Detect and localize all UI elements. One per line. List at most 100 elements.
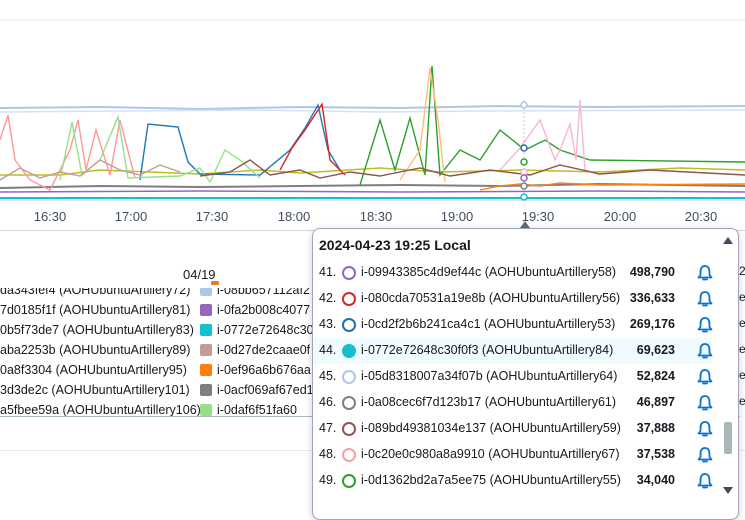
series-name: i-0cd2f2b6b241ca4c1 (AOHUbuntuArtillery5… [361,317,616,331]
series-value: 37,888 [636,421,675,435]
series-value: 52,824 [636,369,675,383]
chart-legend: da343fef4 (AOHUbuntuArtillery72) 7d0185f1… [0,288,745,418]
series-color-icon [342,266,356,280]
series-color-icon [342,292,356,306]
series-line [0,109,745,113]
series-value: 37,538 [636,447,675,461]
legend-label: a5fbee59a (AOHUbuntuArtillery106) [0,403,201,417]
clipped-legend-text: e [739,394,745,408]
bell-icon[interactable] [696,368,714,386]
legend-item[interactable]: 0b5f73de7 (AOHUbuntuArtillery83) [0,322,194,338]
series-line [0,104,745,111]
legend-item[interactable]: i-08bb657112af2 [200,288,310,298]
series-name: i-080cda70531a19e8b (AOHUbuntuArtillery5… [361,291,621,305]
x-tick-label: 17:00 [114,209,148,224]
bell-icon[interactable] [696,342,714,360]
legend-item[interactable]: 0a8f3304 (AOHUbuntuArtillery95) [0,362,187,378]
legend-swatch [200,364,212,376]
row-index: 48. [319,447,337,461]
legend-item[interactable]: 7d0185f1f (AOHUbuntuArtillery81) [0,302,190,318]
clipped-legend-text: 2 [739,264,745,278]
series-line [399,67,446,183]
popover-row[interactable]: 42. i-080cda70531a19e8b (AOHUbuntuArtille… [313,286,714,312]
bell-icon[interactable] [696,472,714,490]
series-name: i-05d8318007a34f07b (AOHUbuntuArtillery6… [361,369,618,383]
row-index: 46. [319,395,337,409]
series-value: 69,623 [636,343,675,357]
legend-swatch [200,304,212,316]
timeline-handle[interactable] [211,281,219,285]
legend-label: i-0d27de2caae0f [217,343,311,357]
series-name: i-09943385c4d9ef44c (AOHUbuntuArtillery5… [361,265,617,279]
popover-row[interactable]: 48. i-0c20e0c980a8a9910 (AOHUbuntuArtille… [313,442,714,468]
popover-row[interactable]: 43. i-0cd2f2b6b241ca4c1 (AOHUbuntuArtille… [313,312,714,338]
legend-item[interactable]: i-0ef96a6b676aa [200,362,311,378]
legend-label: aba2253b (AOHUbuntuArtillery89) [0,343,191,357]
scroll-up-arrow[interactable] [723,237,733,244]
popover-row[interactable]: 47. i-089bd49381034e137 (AOHUbuntuArtille… [313,416,714,442]
series-name: i-0d1362bd2a7a5ee75 (AOHUbuntuArtillery5… [361,473,621,487]
series-value: 269,176 [629,317,675,331]
x-tick-label: 19:30 [521,209,555,224]
legend-item[interactable]: a5fbee59a (AOHUbuntuArtillery106) [0,402,201,418]
clipped-legend-text: e [739,368,745,382]
legend-item[interactable]: 3d3de2c (AOHUbuntuArtillery101) [0,382,190,398]
legend-swatch [200,384,212,396]
popover-arrow [520,221,530,228]
series-line [479,182,745,191]
legend-label: i-08bb657112af2 [217,288,310,297]
bell-icon[interactable] [696,420,714,438]
datapoint-popover[interactable]: 2024-04-23 19:25 Local 41. i-09943385c4d9… [312,228,739,520]
timeline-date-label: 04/19 [183,267,216,282]
metrics-line-chart[interactable] [0,0,745,205]
legend-item[interactable]: i-0772e72648c30 [200,322,314,338]
popover-title: 2024-04-23 19:25 Local [319,237,471,253]
popover-row[interactable]: 41. i-09943385c4d9ef44c (AOHUbuntuArtille… [313,260,714,286]
legend-item[interactable]: i-0daf6f51fa60 [200,402,297,418]
popover-row[interactable]: 49. i-0d1362bd2a7a5ee75 (AOHUbuntuArtille… [313,468,714,494]
series-line [499,99,601,176]
legend-swatch [200,344,212,356]
legend-item[interactable]: i-0d27de2caae0f [200,342,310,358]
series-line [0,167,745,176]
legend-label: 0b5f73de7 (AOHUbuntuArtillery83) [0,323,194,337]
x-tick-label: 18:00 [277,209,311,224]
bell-icon[interactable] [696,290,714,308]
legend-label: 7d0185f1f (AOHUbuntuArtillery81) [0,303,191,317]
series-name: i-0a08cec6f7d123b17 (AOHUbuntuArtillery6… [361,395,617,409]
x-tick-label: 16:30 [33,209,67,224]
series-name: i-089bd49381034e137 (AOHUbuntuArtillery5… [361,421,621,435]
bell-icon[interactable] [696,316,714,334]
hover-marker [520,174,528,182]
legend-item[interactable]: i-0acf069af67ed1 [200,382,314,398]
legend-item[interactable]: da343fef4 (AOHUbuntuArtillery72) [0,288,190,298]
scroll-down-arrow[interactable] [723,487,733,494]
series-line [139,103,341,181]
legend-label: 0a8f3304 (AOHUbuntuArtillery95) [0,363,187,377]
series-color-icon [342,396,356,410]
row-index: 41. [319,265,337,279]
popover-row[interactable]: 46. i-0a08cec6f7d123b17 (AOHUbuntuArtille… [313,390,714,416]
legend-label: i-0ef96a6b676aa [217,363,311,377]
hover-marker [520,182,528,190]
series-name: i-0c20e0c980a8a9910 (AOHUbuntuArtillery6… [361,447,620,461]
series-line [59,114,261,184]
x-tick-label: 19:00 [440,209,474,224]
bell-icon[interactable] [696,394,714,412]
series-value: 34,040 [636,473,675,487]
popover-row[interactable]: 44. i-0772e72648c30f0f3 (AOHUbuntuArtille… [313,338,714,364]
legend-swatch [200,324,212,336]
row-index: 49. [319,473,337,487]
bell-icon[interactable] [696,264,714,282]
popover-scrollbar[interactable] [720,257,736,519]
series-color-icon [342,448,356,462]
legend-item[interactable]: aba2253b (AOHUbuntuArtillery89) [0,342,190,358]
legend-item[interactable]: i-0fa2b008c4077 [200,302,310,318]
x-tick-label: 20:00 [603,209,637,224]
popover-row[interactable]: 45. i-05d8318007a34f07b (AOHUbuntuArtille… [313,364,714,390]
bell-icon[interactable] [696,446,714,464]
legend-swatch [200,404,212,416]
legend-swatch [200,288,212,296]
series-value: 498,790 [629,265,675,279]
scrollbar-thumb[interactable] [724,422,732,454]
